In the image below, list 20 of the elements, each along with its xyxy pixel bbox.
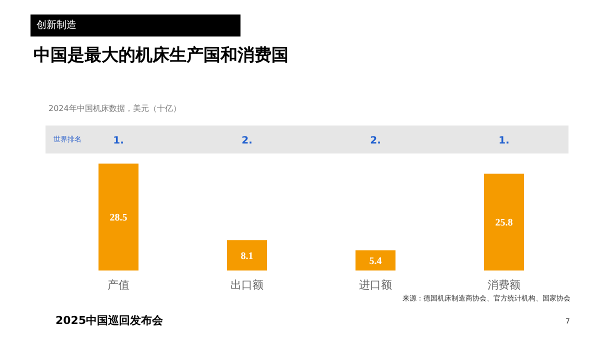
x-tick-label: 进口额: [359, 278, 392, 292]
data-label: 8.1: [240, 250, 254, 262]
data-label: 5.4: [369, 256, 382, 267]
text: 2025中国巡回发布会: [56, 314, 164, 327]
text: 2.: [370, 136, 381, 146]
bar: [227, 240, 267, 270]
chart-subtitle: 2024年中国机床数据，美元（十亿）: [48, 104, 181, 113]
x-tick-label: 产值: [108, 278, 130, 292]
text: 1.: [113, 136, 124, 146]
bar: [484, 174, 524, 270]
data-label: 25.8: [495, 218, 513, 229]
chart-title: 中国是最大的机床生产国和消费国: [34, 46, 288, 66]
text: 创新制造: [36, 19, 76, 31]
bar: [98, 164, 138, 270]
data-label: 28.5: [110, 212, 128, 224]
text: 2.: [242, 136, 252, 146]
bar: [356, 250, 396, 270]
x-tick-label: 消费额: [488, 278, 520, 292]
x-tick-label: 出口额: [230, 278, 264, 292]
text: 1.: [498, 136, 510, 146]
